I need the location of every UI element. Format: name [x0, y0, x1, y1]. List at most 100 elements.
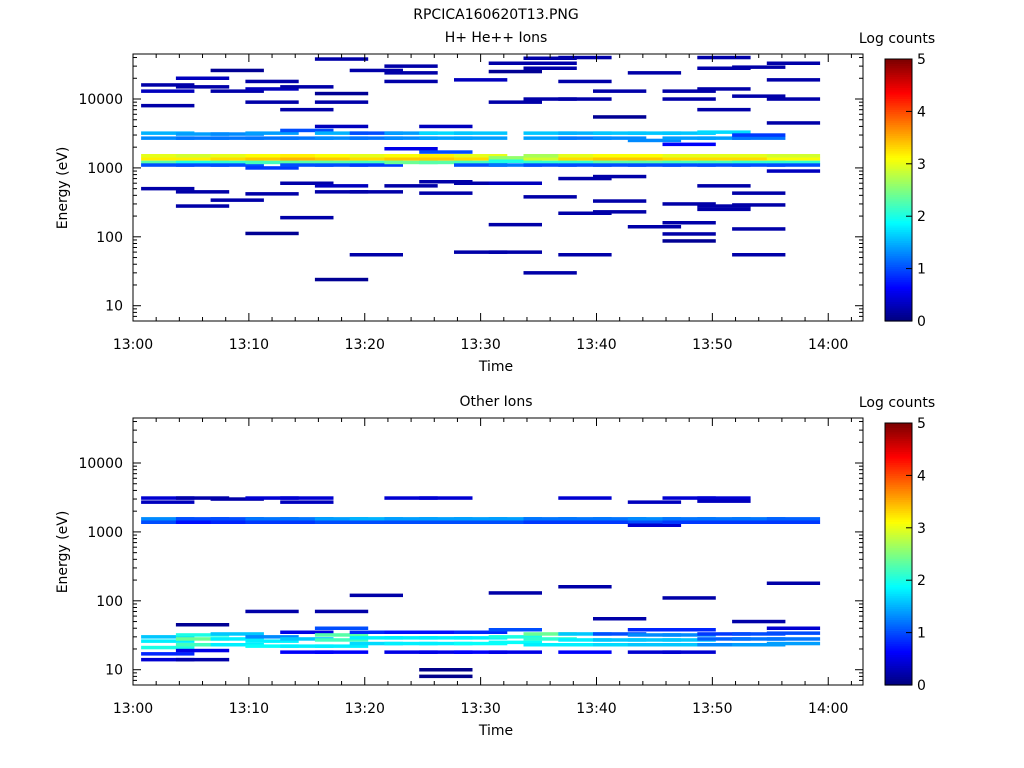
- colorbar-segment: [885, 196, 912, 200]
- colorbar-segment: [885, 231, 912, 235]
- colorbar-segment: [885, 626, 912, 629]
- colorbar-segment: [885, 632, 912, 636]
- heatmap-cell: [210, 132, 264, 136]
- colorbar-segment: [885, 547, 912, 551]
- colorbar-segment: [885, 479, 912, 483]
- colorbar-segment: [885, 643, 912, 647]
- colorbar-segment: [885, 602, 912, 605]
- heatmap-cell: [141, 157, 195, 161]
- y-tick-label: 10: [105, 663, 123, 679]
- heatmap-cell: [593, 174, 647, 179]
- heatmap-cell: [314, 184, 369, 188]
- colorbar-segment: [885, 671, 912, 675]
- heatmap-cell: [384, 131, 438, 135]
- heatmap-cell: [314, 626, 369, 630]
- heatmap-cell: [314, 154, 369, 158]
- heatmap-cell: [627, 633, 682, 637]
- heatmap-cell: [454, 520, 508, 524]
- colorbar-segment: [885, 262, 912, 265]
- colorbar-segment: [885, 61, 912, 64]
- colorbar-segment: [885, 455, 912, 459]
- x-tick-label: 13:40: [576, 337, 616, 353]
- colorbar-segment: [885, 185, 912, 189]
- heatmap-cell: [697, 136, 751, 140]
- heatmap-cell: [662, 596, 716, 600]
- colorbar-segment: [885, 257, 912, 261]
- heatmap-cell: [141, 154, 195, 158]
- colorbar-segment: [885, 436, 912, 439]
- heatmap-cell: [384, 630, 438, 634]
- colorbar-tick-label: 1: [917, 626, 926, 642]
- heatmap-cell: [523, 160, 577, 165]
- heatmap-cell: [280, 517, 334, 521]
- heatmap-cell: [593, 520, 647, 524]
- colorbar-segment: [885, 431, 912, 435]
- colorbar-gradient: [884, 422, 913, 686]
- x-axis-label: Time: [478, 723, 513, 739]
- heatmap-cell: [488, 640, 542, 645]
- colorbar-segment: [885, 516, 912, 520]
- colorbar-segment: [885, 639, 912, 642]
- heatmap-cell: [766, 97, 821, 101]
- heatmap-cell: [419, 136, 473, 140]
- heatmap-cell: [558, 176, 612, 181]
- colorbar-segment: [885, 591, 912, 594]
- colorbar-segment: [885, 251, 912, 254]
- heatmap-cell: [280, 500, 334, 504]
- heatmap-cell: [697, 184, 751, 188]
- heatmap-cell: [349, 517, 403, 521]
- heatmap-cell: [419, 650, 473, 654]
- heatmap-cell: [558, 517, 612, 521]
- colorbar-segment: [885, 181, 912, 185]
- heatmap-cell: [419, 517, 473, 521]
- panel-title: Other Ions: [459, 394, 532, 410]
- heatmap-cell: [245, 517, 299, 521]
- heatmap-cell: [558, 163, 612, 167]
- heatmap-cell: [766, 154, 821, 158]
- heatmap-cell: [697, 637, 751, 641]
- heatmap-cell: [488, 250, 542, 254]
- heatmap-cell: [314, 609, 369, 614]
- colorbar-frame: [884, 58, 913, 322]
- heatmap-cell: [697, 87, 751, 91]
- colorbar-segment: [885, 466, 912, 470]
- heatmap-cell: [766, 121, 821, 125]
- colorbar-segment: [885, 578, 912, 581]
- colorbar-segment: [885, 85, 912, 88]
- heatmap-cell: [245, 100, 299, 104]
- heatmap-cell: [454, 517, 508, 521]
- colorbar-segment: [885, 503, 912, 507]
- heatmap-cell: [523, 637, 577, 641]
- colorbar-segment: [885, 218, 912, 222]
- x-tick-label: 13:00: [113, 337, 153, 353]
- colorbar-segment: [885, 497, 912, 501]
- heatmap-cell: [454, 136, 508, 140]
- colorbar-segment: [885, 551, 912, 555]
- colorbar-segment: [885, 253, 912, 257]
- heatmap-cell: [662, 638, 716, 642]
- heatmap-cell: [280, 128, 334, 133]
- heatmap-cell: [662, 496, 716, 500]
- colorbar-segment: [885, 318, 912, 322]
- heatmap-cell: [766, 641, 821, 646]
- heatmap-cell: [558, 154, 612, 158]
- colorbar-segment: [885, 224, 912, 228]
- colorbar-segment: [885, 137, 912, 141]
- heatmap-cell: [245, 157, 299, 161]
- heatmap-cell: [314, 163, 369, 167]
- heatmap-cell: [210, 637, 264, 641]
- colorbar-segment: [885, 163, 912, 167]
- colorbar-segment: [885, 275, 912, 278]
- heatmap-cell: [210, 157, 264, 161]
- heatmap-cell: [662, 154, 716, 158]
- colorbar-segment: [885, 299, 912, 302]
- heatmap-cell: [523, 66, 577, 70]
- heatmap-cell: [175, 136, 230, 140]
- heatmap-cell: [558, 136, 612, 140]
- heatmap-cell: [523, 195, 577, 199]
- heatmap-cell: [766, 520, 821, 524]
- colorbar-segment: [885, 200, 912, 204]
- heatmap-cell: [141, 131, 195, 135]
- x-tick-label: 14:00: [808, 337, 848, 353]
- colorbar-segment: [885, 214, 912, 217]
